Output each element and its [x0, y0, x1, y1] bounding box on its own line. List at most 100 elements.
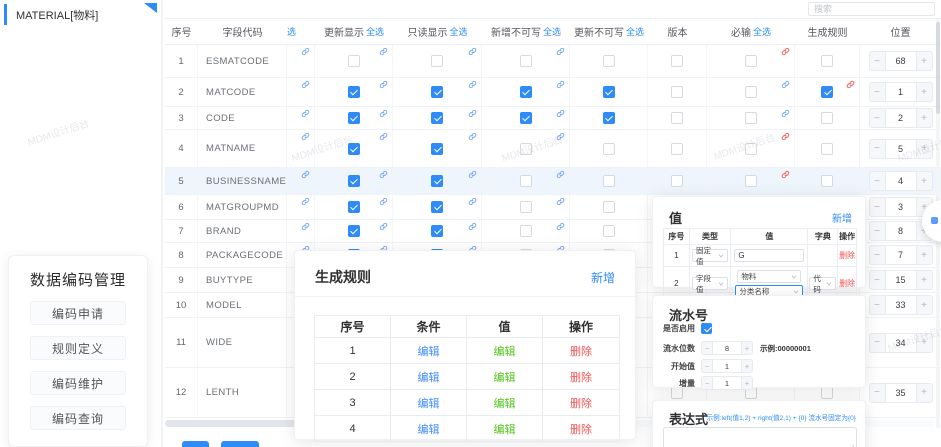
link-icon[interactable]	[301, 80, 310, 89]
link-icon[interactable]	[379, 109, 388, 118]
value-edit-link[interactable]: 编辑	[493, 371, 516, 384]
link-icon[interactable]	[556, 132, 565, 141]
minus-button[interactable]: −	[701, 376, 713, 390]
checkbox-required[interactable]	[744, 86, 757, 98]
link-icon[interactable]	[301, 47, 310, 56]
checkbox-upd_ro[interactable]	[602, 175, 615, 187]
stepper-value[interactable]: 35	[885, 382, 916, 403]
checkbox-version[interactable]	[671, 86, 683, 98]
link-icon[interactable]	[468, 132, 477, 141]
checkbox-read_show[interactable]	[431, 225, 443, 237]
checkbox-read_show[interactable]	[431, 86, 443, 98]
stepper[interactable]: −68 +	[868, 51, 933, 71]
stepper-value[interactable]: 15	[885, 270, 916, 290]
value-add-button[interactable]: 新增	[832, 214, 852, 225]
link-icon[interactable]	[556, 80, 565, 89]
checkbox-update_show[interactable]	[347, 175, 360, 187]
stepper[interactable]: −33 +	[868, 295, 933, 315]
link-icon[interactable]	[301, 170, 310, 179]
link-icon[interactable]	[781, 109, 790, 118]
checkbox-add_ro[interactable]	[519, 175, 532, 187]
checkbox-add_ro[interactable]	[519, 86, 532, 98]
stepper[interactable]: −1 +	[868, 82, 933, 102]
value-edit-link[interactable]: 编辑	[493, 345, 516, 358]
checkbox-version[interactable]	[671, 175, 683, 187]
minus-button[interactable]: −	[868, 332, 886, 353]
link-icon[interactable]	[468, 80, 477, 89]
checkbox-upd_ro[interactable]	[602, 112, 615, 124]
plus-button[interactable]: +	[915, 82, 933, 102]
link-icon[interactable]	[379, 132, 388, 141]
plus-button[interactable]: +	[915, 171, 933, 191]
link-icon[interactable]	[379, 222, 388, 231]
stepper[interactable]: −8+	[701, 341, 753, 355]
minus-button[interactable]: −	[701, 359, 713, 373]
link-icon[interactable]	[301, 132, 310, 141]
minus-button[interactable]: −	[868, 221, 886, 241]
link-icon[interactable]	[301, 222, 310, 231]
sidebar-header-entity[interactable]: MATERIAL[物料]	[4, 2, 160, 27]
delete-link[interactable]: 删除	[570, 397, 592, 410]
generation-rule-add-button[interactable]: 新增	[590, 271, 615, 285]
minus-button[interactable]: −	[868, 270, 886, 290]
delete-link[interactable]: 删除	[570, 345, 592, 358]
plus-button[interactable]: +	[915, 270, 933, 290]
stepper[interactable]: −35 +	[868, 382, 933, 403]
value-text-input[interactable]: G	[734, 249, 805, 262]
checkbox-required[interactable]	[744, 112, 757, 124]
link-icon[interactable]	[468, 109, 477, 118]
checkbox-read_show[interactable]	[431, 112, 443, 124]
stepper[interactable]: −1 +	[701, 376, 753, 390]
checkbox-version[interactable]	[671, 112, 683, 124]
delete-link[interactable]: 删除	[570, 371, 592, 384]
checkbox-read_show[interactable]	[431, 55, 443, 67]
condition-edit-link[interactable]: 编辑	[417, 397, 440, 410]
select-all-link[interactable]: 全选	[365, 27, 384, 37]
checkbox-add_ro[interactable]	[519, 201, 532, 213]
plus-button[interactable]: +	[741, 341, 753, 355]
stepper-value[interactable]: 8	[885, 221, 916, 241]
checkbox-required[interactable]	[744, 142, 757, 155]
dropdown-select[interactable]: 代码	[809, 274, 837, 294]
stepper[interactable]: −1 +	[701, 359, 753, 373]
checkbox-upd_ro[interactable]	[602, 201, 615, 213]
link-icon[interactable]	[379, 197, 388, 206]
delete-link[interactable]: 删除	[839, 279, 856, 288]
plus-button[interactable]: +	[915, 138, 933, 159]
link-icon[interactable]	[379, 47, 388, 56]
minus-button[interactable]: −	[868, 51, 886, 71]
plus-button[interactable]: +	[915, 108, 933, 128]
stepper[interactable]: −15 +	[868, 270, 933, 290]
link-icon[interactable]	[301, 197, 310, 206]
checkbox-gen_rule[interactable]	[821, 386, 833, 399]
checkbox-add_ro[interactable]	[519, 55, 532, 67]
condition-edit-link[interactable]: 编辑	[417, 371, 440, 384]
stepper-value[interactable]: 68	[885, 51, 916, 71]
stepper[interactable]: −7 +	[868, 245, 933, 265]
horizontal-scrollbar-thumb[interactable]	[165, 420, 317, 427]
minus-button[interactable]: −	[868, 382, 886, 403]
checkbox-add_ro[interactable]	[519, 112, 532, 124]
plus-button[interactable]: +	[915, 382, 933, 403]
checkbox-upd_ro[interactable]	[602, 142, 615, 155]
sidebar-item-4[interactable]: 编码查询	[30, 406, 126, 430]
link-icon[interactable]	[781, 170, 790, 179]
link-icon[interactable]	[556, 222, 565, 231]
stepper-value[interactable]: 7	[885, 245, 916, 265]
minus-button[interactable]: −	[701, 341, 713, 355]
delete-link[interactable]: 删除	[570, 423, 592, 436]
floating-widget[interactable]	[922, 200, 941, 242]
link-icon[interactable]	[846, 80, 855, 89]
checkbox-read_show[interactable]	[431, 175, 443, 187]
checkbox-required[interactable]	[744, 55, 757, 67]
checkbox-upd_ro[interactable]	[602, 225, 615, 237]
stepper-value[interactable]: 1	[713, 376, 741, 390]
stepper[interactable]: −34 +	[868, 332, 933, 353]
link-icon[interactable]	[468, 47, 477, 56]
checkbox-upd_ro[interactable]	[602, 86, 615, 98]
minus-button[interactable]: −	[868, 295, 886, 315]
link-icon[interactable]	[556, 109, 565, 118]
stepper[interactable]: −4 +	[868, 171, 933, 191]
link-icon[interactable]	[379, 170, 388, 179]
link-icon[interactable]	[781, 47, 790, 56]
